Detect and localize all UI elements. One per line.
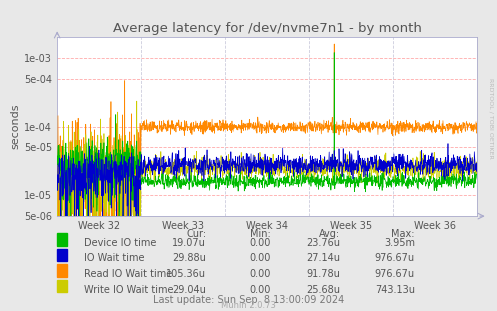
Text: RRDTOOL / TOBI OETIKER: RRDTOOL / TOBI OETIKER — [489, 78, 494, 159]
Text: IO Wait time: IO Wait time — [84, 253, 145, 263]
Text: 976.67u: 976.67u — [375, 253, 415, 263]
Text: 29.04u: 29.04u — [172, 285, 206, 295]
Text: 27.14u: 27.14u — [307, 253, 340, 263]
Text: 105.36u: 105.36u — [166, 269, 206, 279]
Y-axis label: seconds: seconds — [10, 104, 20, 150]
Text: 3.95m: 3.95m — [384, 238, 415, 248]
Text: 23.76u: 23.76u — [307, 238, 340, 248]
Text: Device IO time: Device IO time — [84, 238, 157, 248]
Text: Cur:: Cur: — [186, 229, 206, 239]
Text: 25.68u: 25.68u — [307, 285, 340, 295]
Text: 19.07u: 19.07u — [172, 238, 206, 248]
Text: 0.00: 0.00 — [249, 285, 271, 295]
Text: 0.00: 0.00 — [249, 253, 271, 263]
Text: Write IO Wait time: Write IO Wait time — [84, 285, 174, 295]
Text: Max:: Max: — [392, 229, 415, 239]
Text: Read IO Wait time: Read IO Wait time — [84, 269, 173, 279]
Text: 91.78u: 91.78u — [307, 269, 340, 279]
Text: 0.00: 0.00 — [249, 238, 271, 248]
Text: 0.00: 0.00 — [249, 269, 271, 279]
Text: Last update: Sun Sep  8 13:00:09 2024: Last update: Sun Sep 8 13:00:09 2024 — [153, 295, 344, 305]
Text: Min:: Min: — [250, 229, 271, 239]
Text: 976.67u: 976.67u — [375, 269, 415, 279]
Text: Avg:: Avg: — [319, 229, 340, 239]
Title: Average latency for /dev/nvme7n1 - by month: Average latency for /dev/nvme7n1 - by mo… — [113, 22, 421, 35]
Text: 743.13u: 743.13u — [375, 285, 415, 295]
Text: 29.88u: 29.88u — [172, 253, 206, 263]
Text: Munin 2.0.73: Munin 2.0.73 — [221, 301, 276, 310]
